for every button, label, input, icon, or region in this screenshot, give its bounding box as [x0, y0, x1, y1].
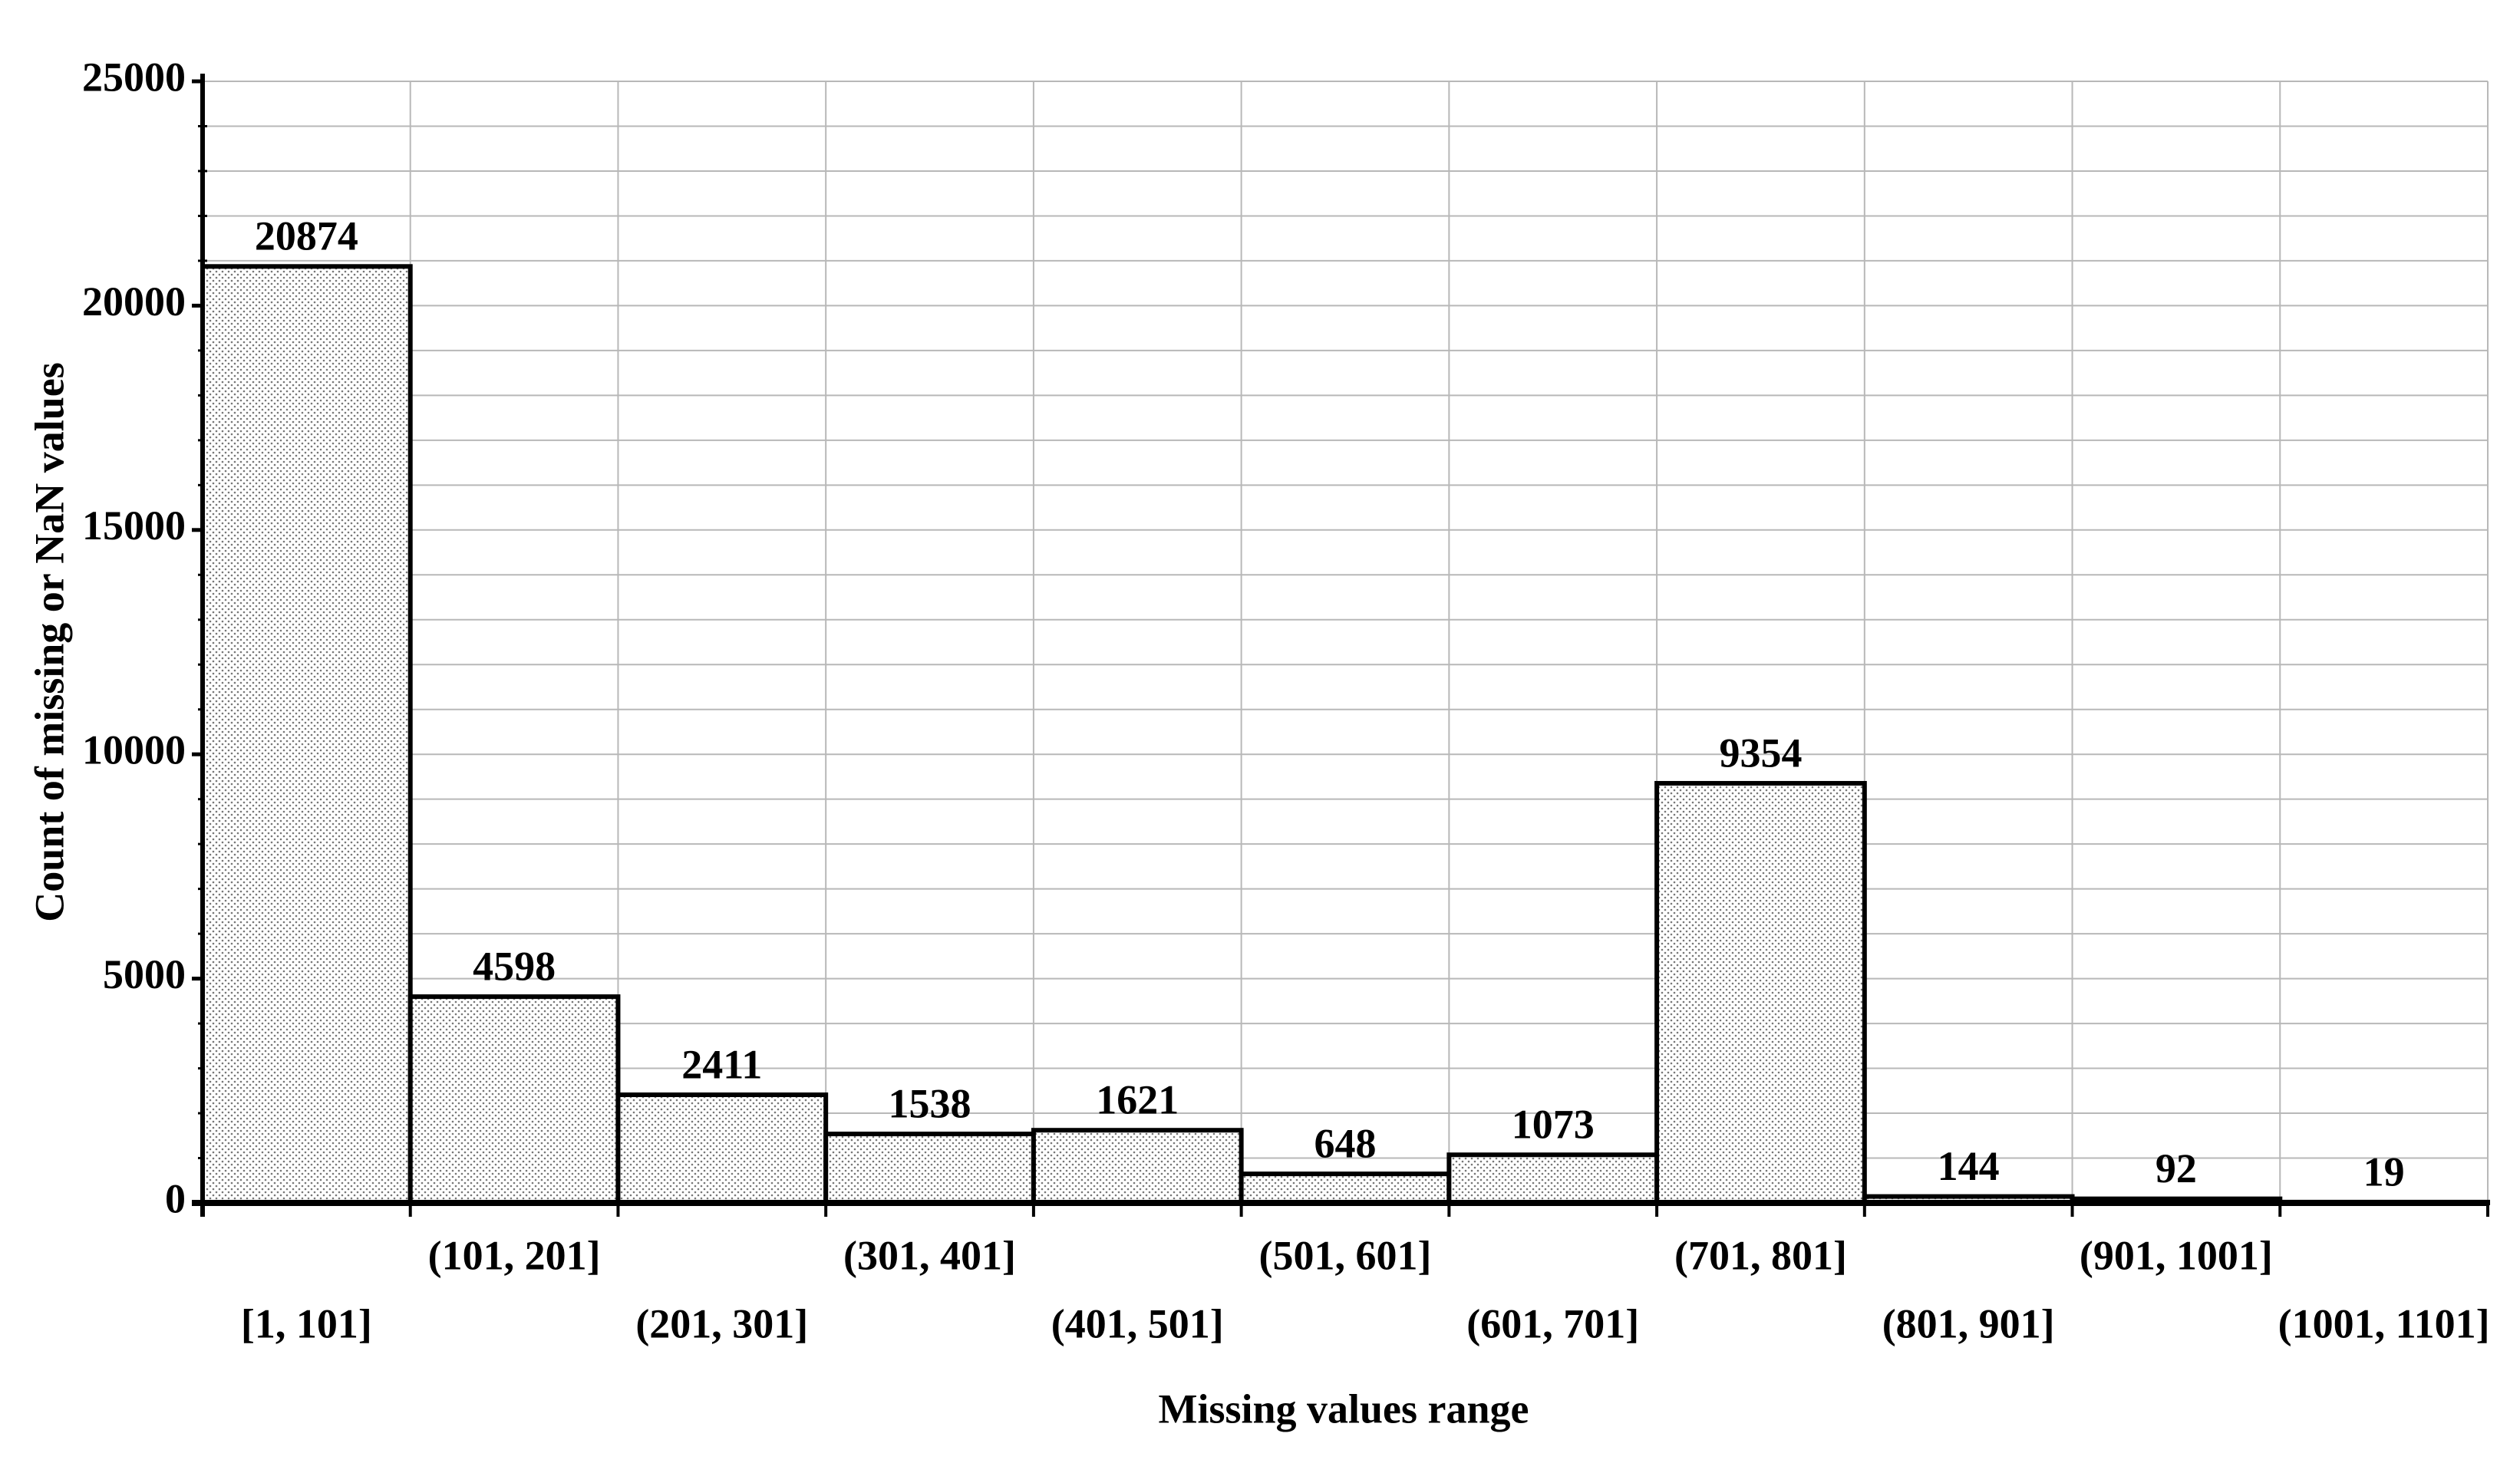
bar	[615, 1092, 829, 1206]
bar	[1446, 1152, 1660, 1206]
bar	[1031, 1128, 1244, 1206]
x-tick-label: (101, 201]	[428, 1232, 601, 1278]
bar	[407, 994, 621, 1206]
x-tick-label: (1001, 1101]	[2278, 1300, 2490, 1346]
value-label: 648	[1314, 1120, 1377, 1166]
x-tick-label: (501, 601]	[1259, 1232, 1432, 1278]
value-label: 1538	[889, 1080, 971, 1126]
x-tick-label: (601, 701]	[1466, 1300, 1639, 1346]
value-label: 20874	[255, 213, 358, 259]
value-label: 2411	[681, 1041, 762, 1087]
x-tick-label: (301, 401]	[843, 1232, 1016, 1278]
y-tick-label: 5000	[103, 951, 186, 997]
y-tick-label: 0	[165, 1175, 186, 1221]
x-tick-label: (701, 801]	[1674, 1232, 1847, 1278]
y-tick-label: 10000	[82, 727, 186, 773]
value-label: 1621	[1096, 1077, 1179, 1123]
value-label: 4598	[473, 943, 556, 989]
value-label: 92	[2156, 1145, 2197, 1191]
bar	[823, 1132, 1036, 1205]
x-tick-label: (801, 901]	[1882, 1300, 2055, 1346]
value-label: 9354	[1719, 730, 1802, 776]
value-label: 1073	[1512, 1102, 1595, 1148]
bar	[1239, 1171, 1452, 1206]
x-tick-label: (201, 301]	[635, 1300, 808, 1346]
bar	[1654, 780, 1867, 1205]
y-tick-label: 15000	[82, 503, 186, 549]
bar	[200, 264, 413, 1206]
y-axis-label: Count of missing or NaN values	[26, 362, 72, 922]
y-tick-label: 20000	[82, 278, 186, 325]
value-label: 144	[1938, 1143, 2000, 1189]
x-axis-label: Missing values range	[1158, 1386, 1529, 1432]
x-tick-label: [1, 101]	[241, 1300, 372, 1346]
value-label: 19	[2363, 1148, 2405, 1195]
x-tick-label: (401, 501]	[1051, 1300, 1224, 1346]
x-tick-label: (901, 1001]	[2080, 1232, 2273, 1278]
y-tick-label: 25000	[82, 54, 186, 100]
